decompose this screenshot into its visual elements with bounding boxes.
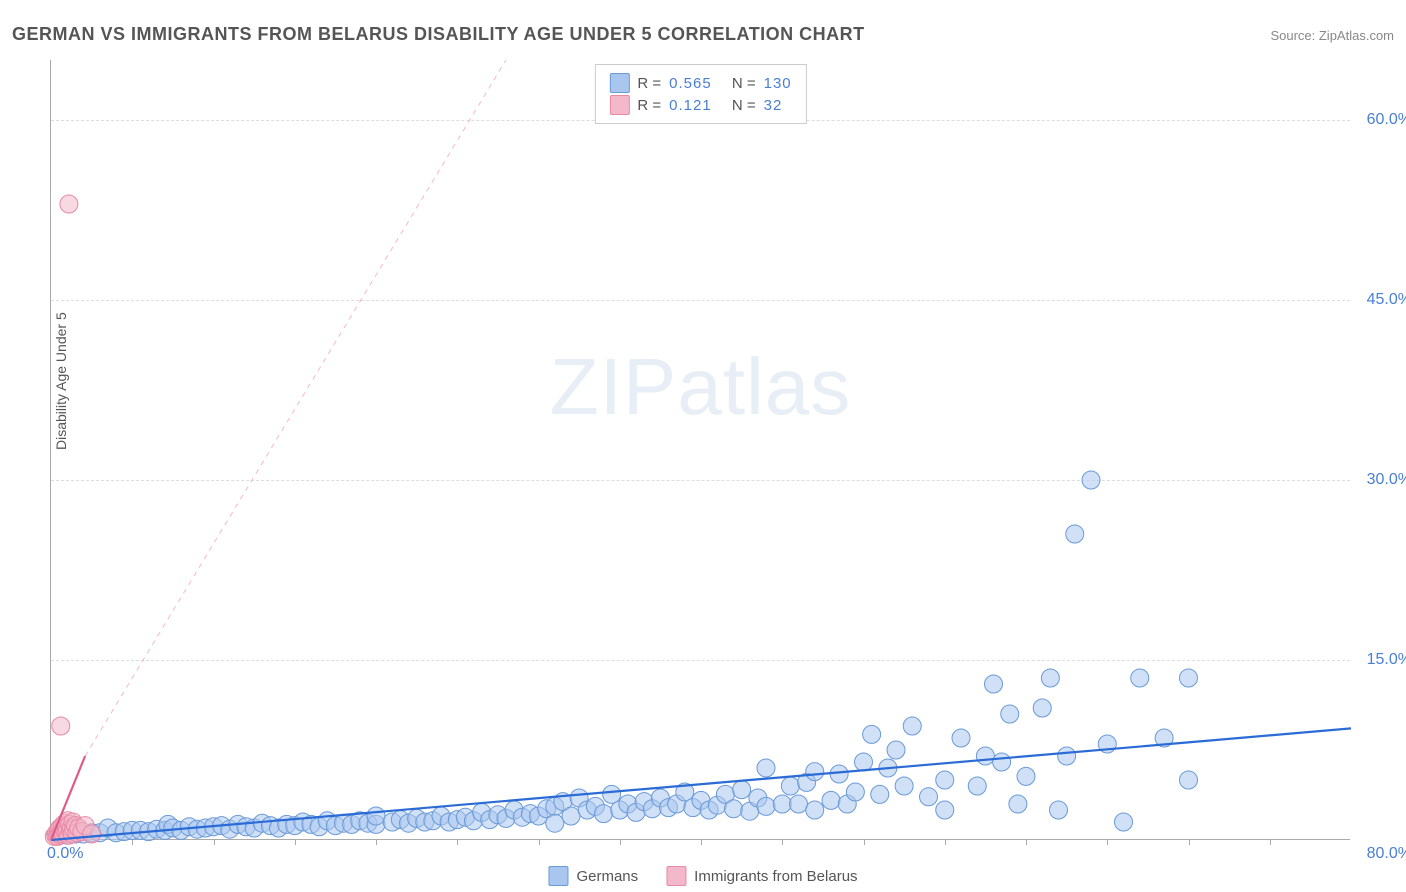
- scatter-svg: [51, 60, 1350, 839]
- chart-title: GERMAN VS IMMIGRANTS FROM BELARUS DISABI…: [12, 24, 865, 45]
- n-value-belarus: 32: [764, 97, 783, 114]
- r-label: R =: [637, 97, 661, 114]
- n-value-germans: 130: [764, 75, 792, 92]
- plot-area: ZIPatlas Disability Age Under 5 15.0%30.…: [50, 60, 1350, 840]
- source-credit: Source: ZipAtlas.com: [1270, 28, 1394, 43]
- legend-item-germans: Germans: [548, 866, 638, 886]
- x-tick-max: 80.0%: [1367, 845, 1406, 863]
- swatch-belarus-icon: [666, 866, 686, 886]
- correlation-legend: R = 0.565 N = 130 R = 0.121 N = 32: [594, 64, 806, 124]
- series-legend: Germans Immigrants from Belarus: [548, 866, 857, 886]
- legend-item-belarus: Immigrants from Belarus: [666, 866, 857, 886]
- n-label: N =: [732, 75, 756, 92]
- legend-row-belarus: R = 0.121 N = 32: [609, 95, 791, 115]
- x-tick-zero: 0.0%: [47, 845, 83, 863]
- n-label: N =: [732, 97, 756, 114]
- legend-label-germans: Germans: [576, 868, 638, 885]
- header: GERMAN VS IMMIGRANTS FROM BELARUS DISABI…: [12, 24, 1394, 45]
- swatch-germans: [609, 73, 629, 93]
- r-value-germans: 0.565: [669, 75, 712, 92]
- r-value-belarus: 0.121: [669, 97, 712, 114]
- swatch-belarus: [609, 95, 629, 115]
- legend-label-belarus: Immigrants from Belarus: [694, 868, 857, 885]
- legend-row-germans: R = 0.565 N = 130: [609, 73, 791, 93]
- r-label: R =: [637, 75, 661, 92]
- swatch-germans-icon: [548, 866, 568, 886]
